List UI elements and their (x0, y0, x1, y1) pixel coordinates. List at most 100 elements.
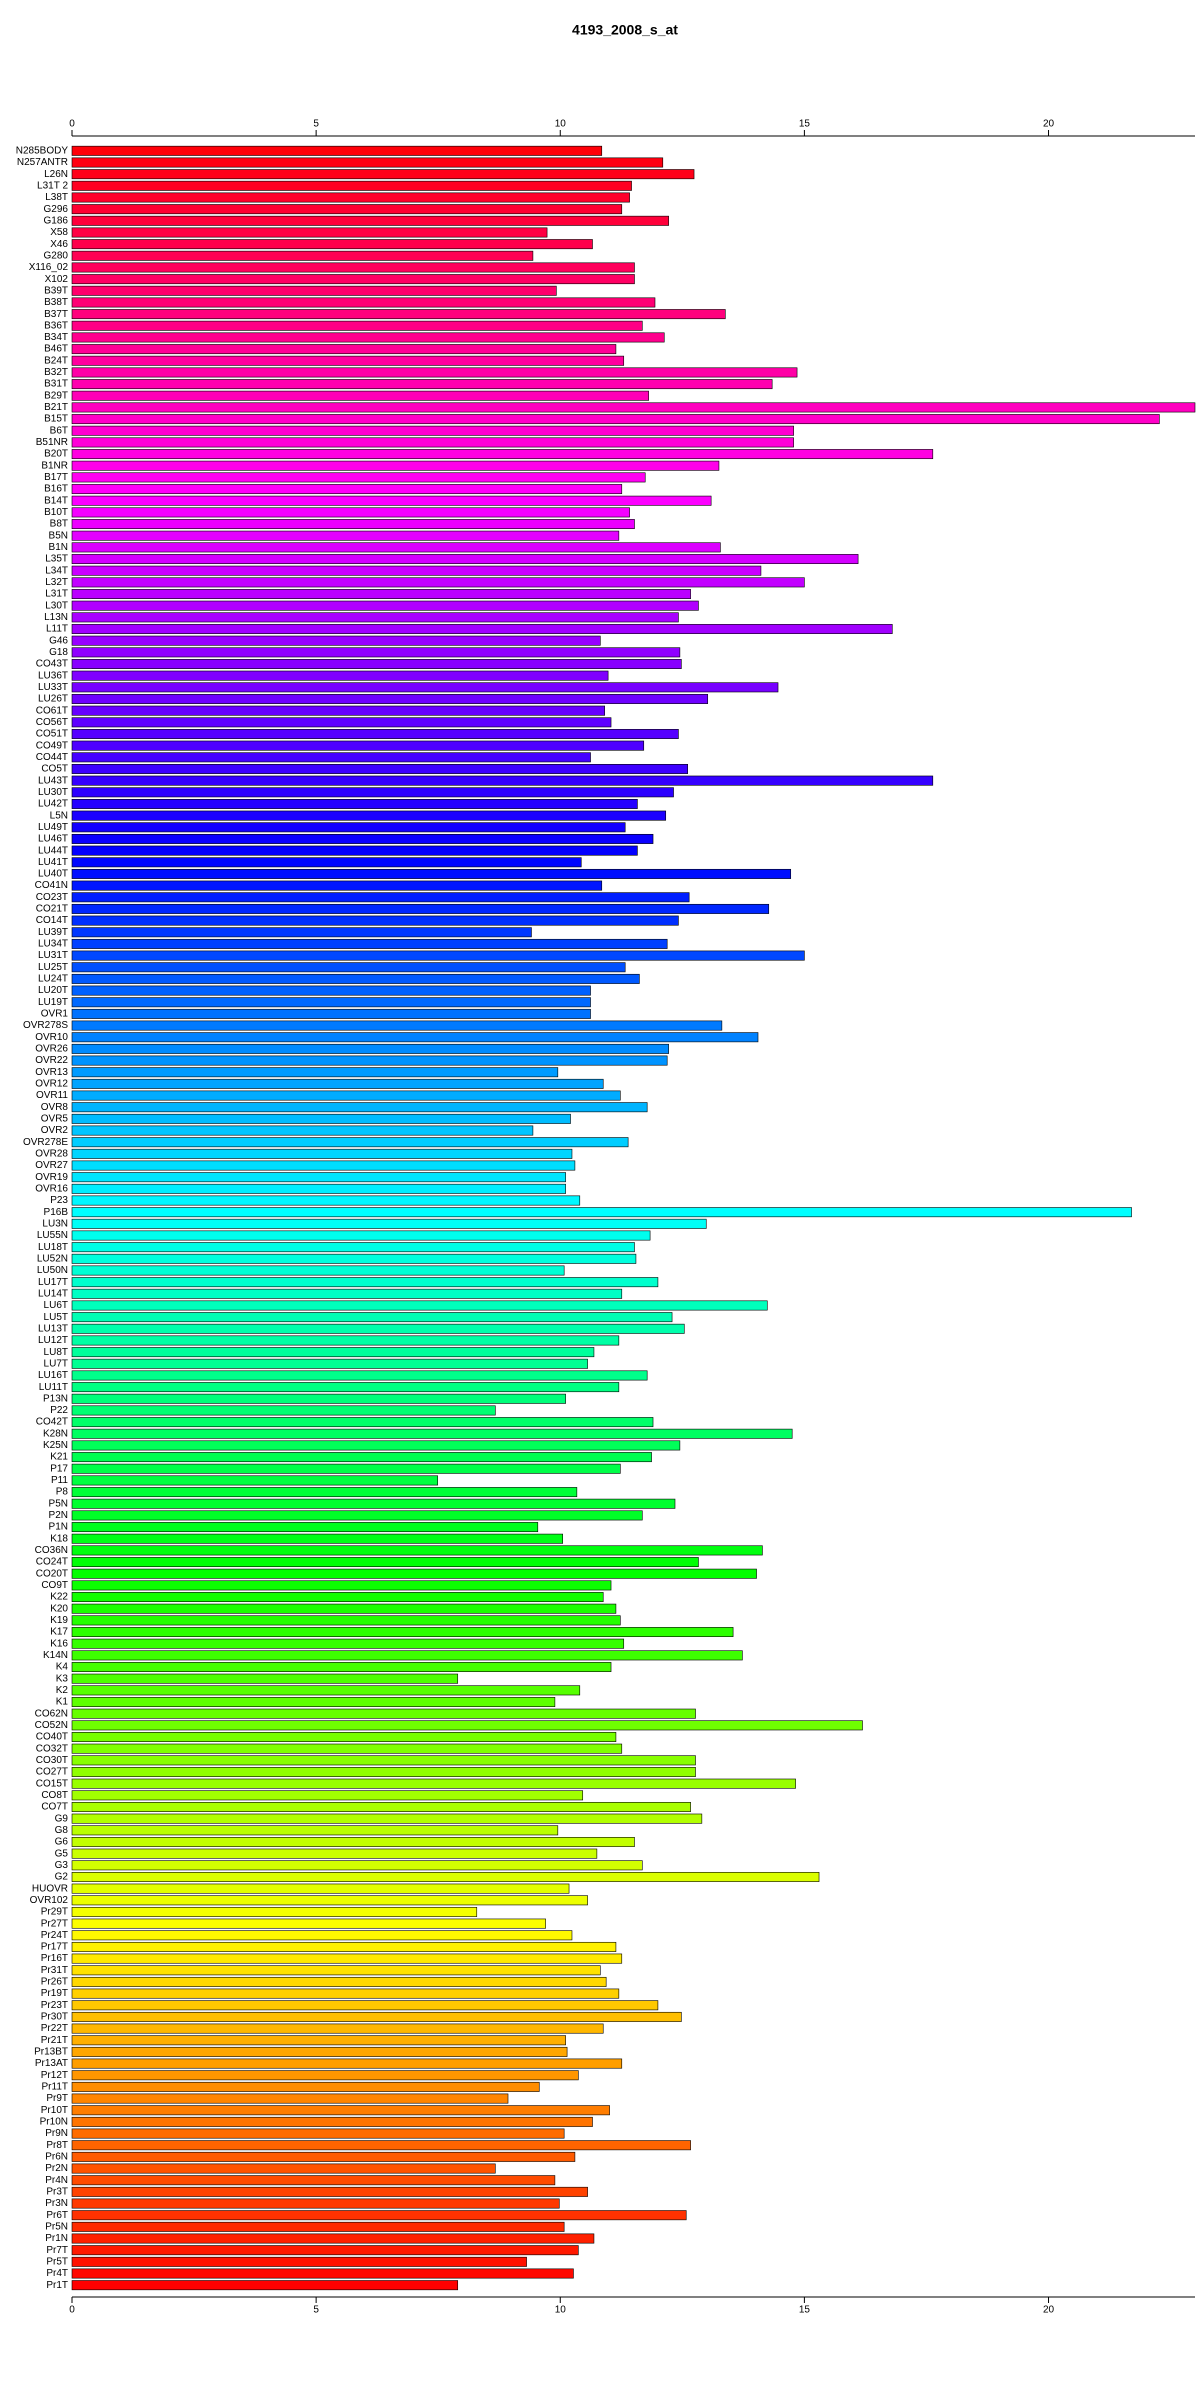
x-tick-label: 15 (799, 119, 811, 130)
bar (71, 822, 626, 833)
x-tick-label: 15 (799, 2305, 811, 2316)
bar (71, 1102, 648, 1113)
y-tick-label: CO42T (36, 1417, 68, 1428)
bar (71, 2035, 566, 2046)
y-tick-label: B14T (44, 495, 68, 506)
bar (71, 1603, 617, 1614)
y-tick-label: OVR28 (35, 1148, 68, 1159)
y-tick-label: OVR10 (35, 1032, 68, 1043)
y-tick-label: LU19T (38, 997, 68, 1008)
bar (71, 1510, 643, 1521)
y-tick-label: P22 (50, 1405, 68, 1416)
bar (71, 1895, 588, 1906)
y-tick-label: G8 (55, 1825, 69, 1836)
bar (71, 390, 649, 401)
bar (71, 2140, 691, 2151)
bar (71, 1207, 1132, 1218)
y-tick-label: K4 (56, 1662, 69, 1673)
bar (71, 227, 548, 238)
bar (71, 1335, 620, 1346)
bar (71, 915, 679, 926)
y-tick-label: G5 (55, 1848, 69, 1859)
y-tick-label: Pr22T (41, 2023, 68, 2034)
bar (71, 647, 681, 658)
y-tick-label: Pr21T (41, 2035, 68, 2046)
y-tick-label: P8 (56, 1487, 69, 1498)
bar (71, 542, 721, 553)
bar (71, 997, 591, 1008)
bar (71, 962, 626, 973)
y-tick-label: L31T 2 (37, 180, 68, 191)
bar (71, 1697, 556, 1707)
y-tick-label: OVR8 (41, 1102, 69, 1113)
y-tick-label: CO51T (36, 729, 68, 740)
bar (71, 1428, 793, 1439)
bar (71, 740, 645, 751)
bar (71, 204, 623, 215)
bar (71, 565, 762, 576)
y-tick-label: CO32T (36, 1743, 68, 1754)
y-tick-label: CO49T (36, 740, 68, 751)
y-tick-label: LU7T (44, 1358, 68, 1369)
x-tick-label: 5 (313, 119, 319, 130)
y-tick-label: CO21T (36, 904, 68, 915)
y-tick-label: OVR16 (35, 1183, 68, 1194)
y-tick-label: LU55N (37, 1230, 68, 1241)
bar (71, 787, 674, 798)
y-tick-label: P5N (49, 1498, 68, 1509)
bar (71, 1930, 573, 1941)
y-tick-label: Pr10N (40, 2117, 68, 2128)
y-tick-label: L13N (44, 612, 68, 623)
y-tick-label: G296 (44, 204, 69, 215)
bar (71, 414, 1160, 425)
y-tick-label: B38T (44, 297, 68, 308)
y-tick-label: B15T (44, 414, 68, 425)
y-tick-label: Pr6N (45, 2152, 68, 2163)
bar (71, 355, 625, 366)
bar (71, 1487, 578, 1498)
y-tick-label: CO14T (36, 915, 68, 926)
bar (71, 2233, 595, 2244)
bar (71, 2175, 556, 2186)
bar (71, 484, 623, 495)
y-tick-label: Pr2N (45, 2163, 68, 2174)
bar (71, 973, 640, 984)
y-tick-label: LU3N (42, 1218, 68, 1229)
bar (71, 157, 664, 168)
y-tick-label: Pr27T (41, 1918, 68, 1929)
bar (71, 1778, 796, 1789)
y-tick-label: LU42T (38, 799, 68, 810)
y-tick-label: LU44T (38, 845, 68, 856)
bar (71, 635, 601, 646)
y-tick-label: Pr13BT (34, 2047, 68, 2058)
y-tick-label: LU24T (38, 974, 68, 985)
y-tick-label: P23 (50, 1195, 68, 1206)
bar (71, 2070, 579, 2081)
y-tick-label: K1 (56, 1697, 69, 1708)
bar (71, 2245, 579, 2256)
y-tick-label: N257ANTR (17, 157, 68, 168)
y-tick-label: G2 (55, 1872, 69, 1883)
bar (71, 472, 646, 483)
y-tick-label: K22 (50, 1592, 68, 1603)
y-tick-label: G46 (49, 635, 68, 646)
bar (71, 1802, 691, 1812)
y-tick-label: B46T (44, 344, 68, 355)
y-tick-label: K14N (43, 1650, 68, 1661)
y-tick-label: CO61T (36, 705, 68, 716)
y-tick-label: K25N (43, 1440, 68, 1451)
bar (71, 2268, 574, 2279)
y-tick-label: Pr10T (41, 2105, 68, 2116)
bar (71, 1172, 566, 1183)
bar (71, 729, 679, 739)
y-tick-label: B1N (49, 542, 68, 553)
bar (71, 1312, 673, 1323)
y-tick-label: Pr7T (46, 2245, 68, 2256)
bar (71, 868, 792, 879)
y-tick-label: CO23T (36, 892, 68, 903)
bar (71, 892, 690, 903)
y-tick-label: OVR22 (35, 1055, 68, 1066)
y-tick-label: LU41T (38, 857, 68, 868)
bar (71, 1020, 723, 1031)
